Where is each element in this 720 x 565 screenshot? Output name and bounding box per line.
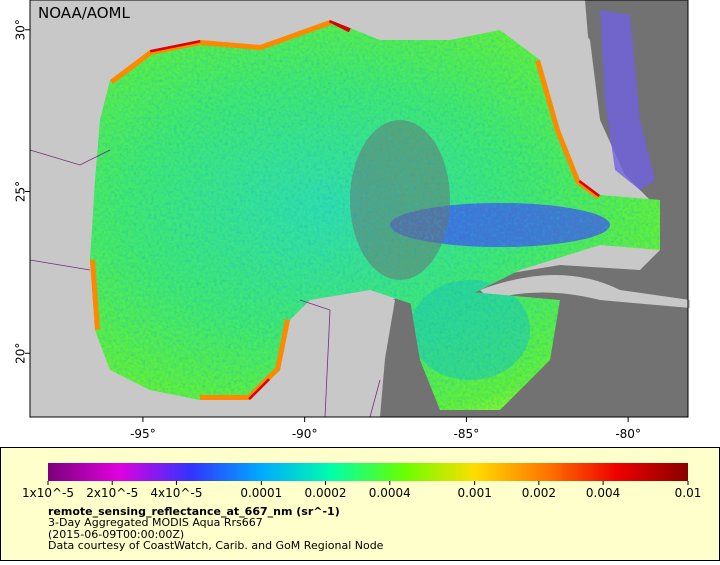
border-line xyxy=(29,149,381,418)
colorbar-tick-label: 0.0004 xyxy=(369,486,411,500)
colorbar-tick-label: 2x10^-5 xyxy=(86,486,138,500)
yucatan xyxy=(285,290,395,417)
x-tick-label: -80° xyxy=(615,427,641,441)
colorbar-tick-label: 0.0001 xyxy=(240,486,282,500)
coastal-very-high xyxy=(149,20,602,402)
colorbar-tick-label: 0.002 xyxy=(522,486,556,500)
caption-time: (2015-06-09T00:00:00Z) xyxy=(48,528,184,541)
map-border xyxy=(29,0,689,418)
x-tick-label: -90° xyxy=(292,427,318,441)
borders xyxy=(29,149,381,418)
cuba xyxy=(480,275,690,308)
colorbar xyxy=(48,463,688,481)
caption-source: Data courtesy of CoastWatch, Carib. and … xyxy=(48,539,384,552)
florida-coast xyxy=(330,0,625,190)
credit: NOAA/AOML xyxy=(38,4,131,22)
y-tick-label: 25° xyxy=(14,181,28,202)
colorbar-tick-label: 0.004 xyxy=(586,486,620,500)
colorbar-tick-label: 0.0002 xyxy=(305,486,347,500)
y-tick-label: 30° xyxy=(14,19,28,40)
colorbar-tick-label: 0.001 xyxy=(457,486,491,500)
x-tick-label: -95° xyxy=(130,427,156,441)
y-tick-label: 20° xyxy=(14,343,28,364)
x-tick-label: -85° xyxy=(454,427,480,441)
caption-product: 3-Day Aggregated MODIS Aqua Rrs667 xyxy=(48,516,263,529)
atlantic-data xyxy=(600,10,655,190)
colorbar-tick-label: 1x10^-5 xyxy=(22,486,74,500)
colorbar-tick-label: 0.01 xyxy=(675,486,702,500)
caption-variable: remote_sensing_reflectance_at_667_nm (sr… xyxy=(48,505,340,518)
colorbar-tick-label: 4x10^-5 xyxy=(150,486,202,500)
